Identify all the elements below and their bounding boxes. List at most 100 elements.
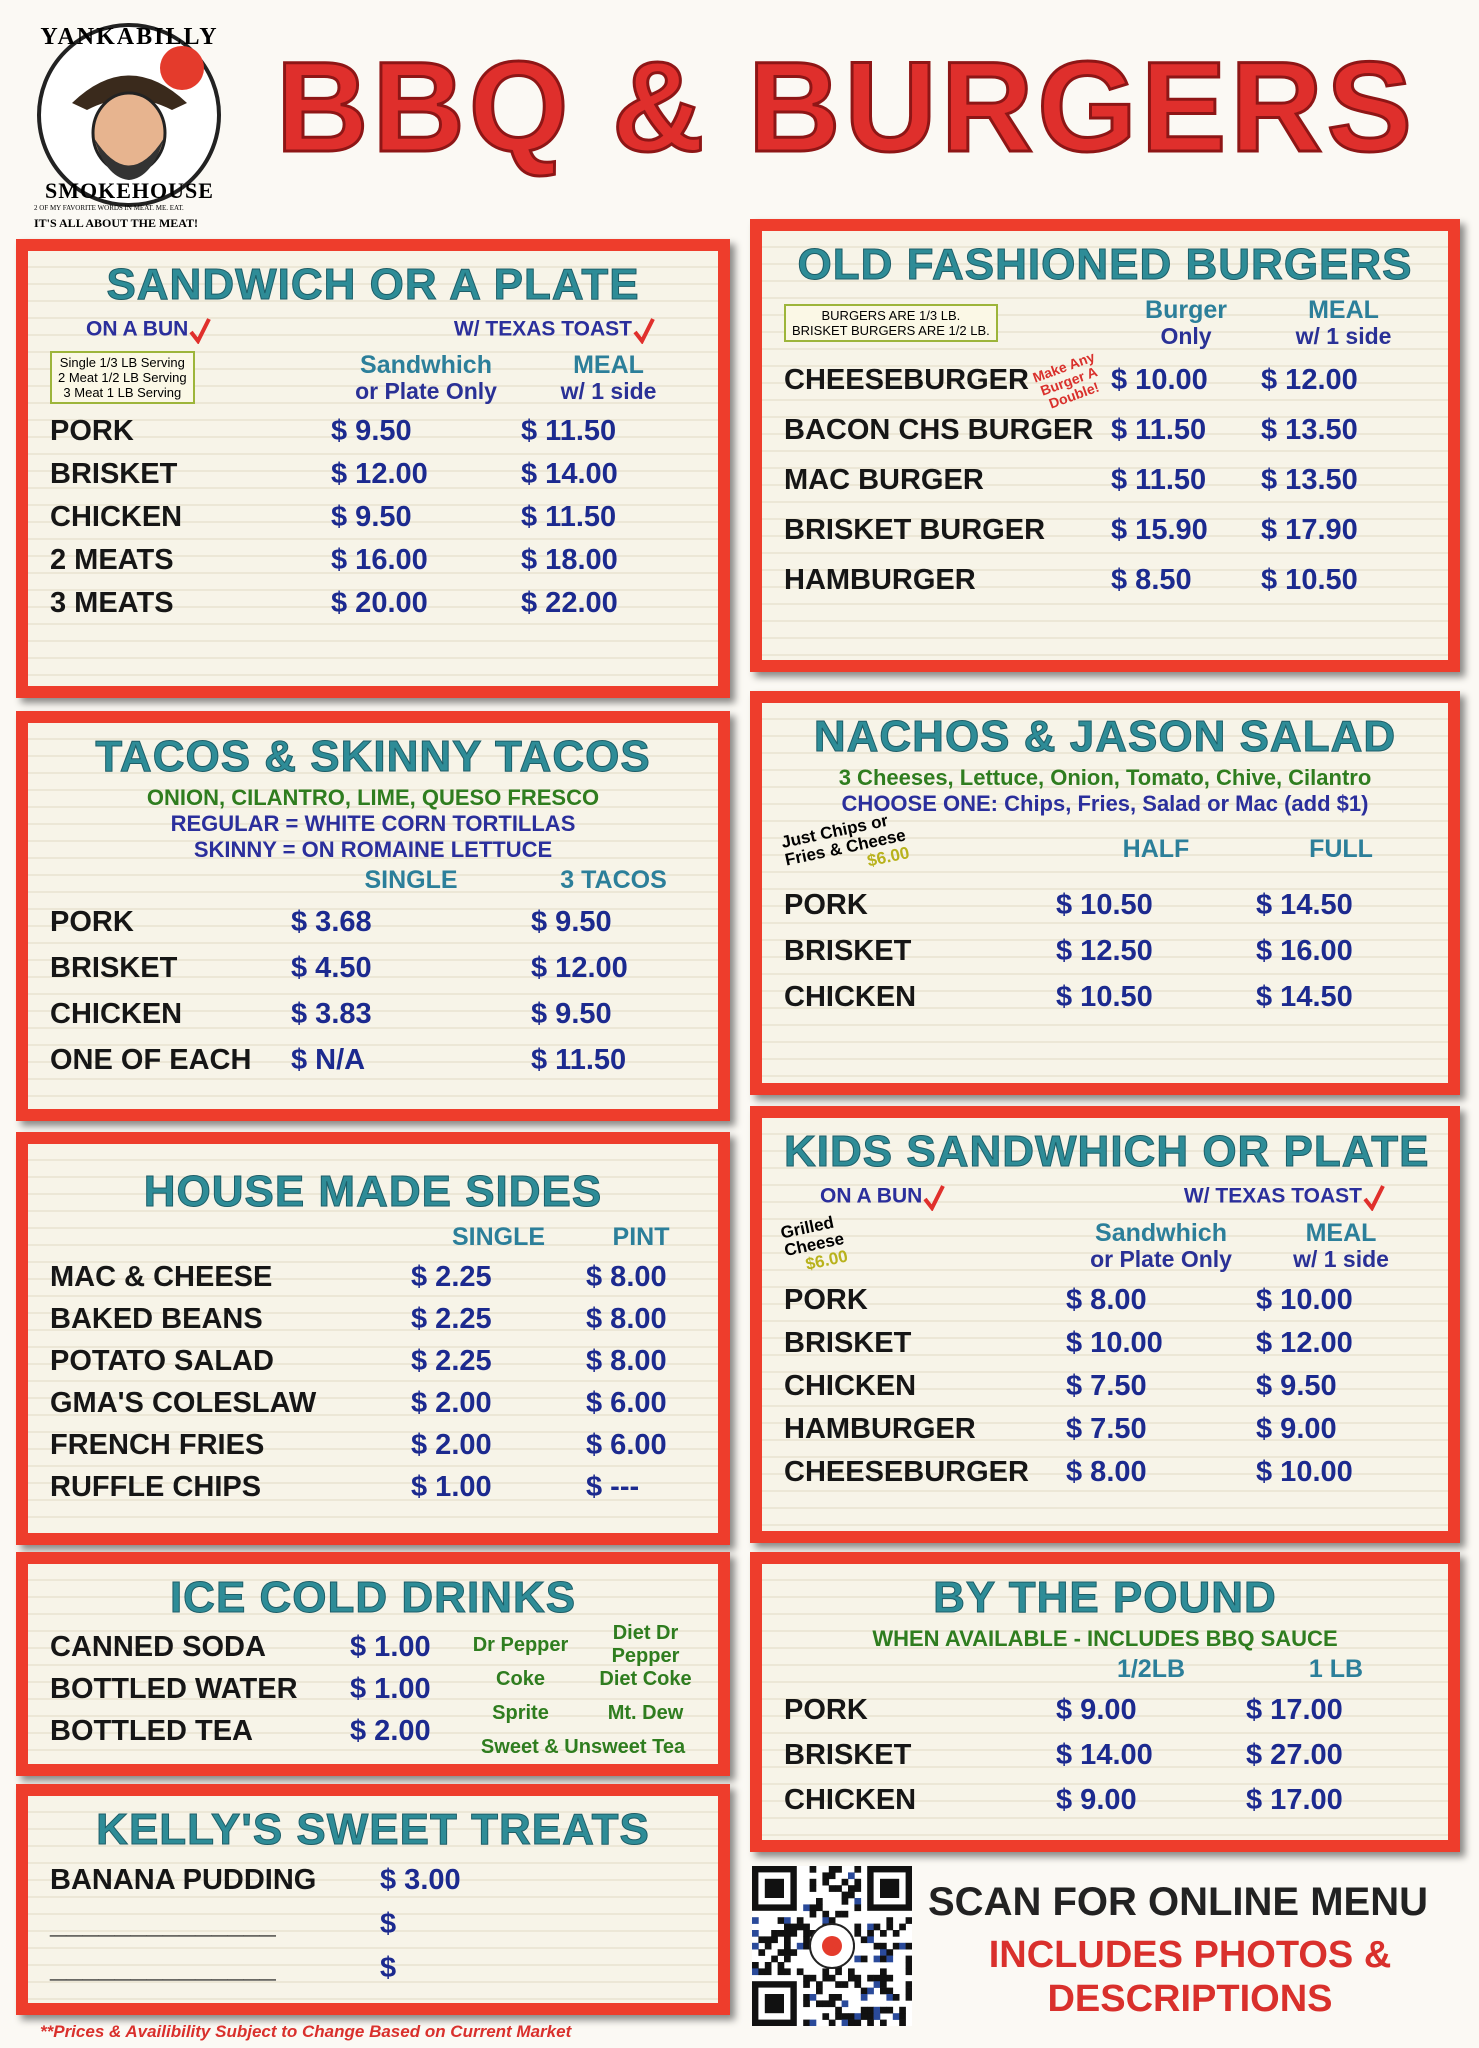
item-name: BRISKET — [50, 458, 178, 490]
note: Just Chips or Fries & Cheese $6.00 — [780, 809, 912, 887]
note-cell: Grilled Cheese $6.00 — [779, 1213, 1066, 1274]
qr-module — [803, 2000, 810, 2008]
section-title: TACOS & SKINNY TACOS — [95, 732, 651, 782]
note-cell: BURGERS ARE 1/3 LB. BRISKET BURGERS ARE 1… — [784, 304, 1111, 342]
subtitle: REGULAR = WHITE CORN TORTILLAS — [170, 811, 576, 836]
item-name: MAC BURGER — [784, 463, 984, 496]
item-price: $ 10.00 — [1256, 1456, 1353, 1488]
qr-module — [752, 1942, 759, 1950]
qr-module — [892, 1994, 900, 2001]
item-rows: PORK $ 3.68 $ 9.50 BRISKET $ 4.50 $ 12.00 CHIC… — [50, 899, 696, 1083]
item-rows: PORK $ 9.00 $ 17.00 BRISKET $ 14.00 $ 27.00 CH… — [784, 1688, 1426, 1823]
qr-module — [841, 2013, 849, 2020]
column-header: Burger Only — [1111, 297, 1261, 349]
flavor: Sweet & Unsweet Tea — [480, 1735, 686, 1758]
qr-module — [854, 1904, 862, 1912]
column-header-line: Only — [1160, 323, 1212, 349]
qr-module — [841, 2000, 849, 2008]
item-rows: PORK $ 8.00 $ 10.00 BRISKET $ 10.00 $ 12.00 CH… — [784, 1279, 1426, 1494]
qr-module — [777, 1930, 785, 1937]
qr-module — [777, 1962, 785, 1969]
item-price: $ 17.00 — [1246, 1694, 1343, 1726]
qr-module — [809, 2019, 817, 2026]
qr-module — [809, 1910, 817, 1918]
item-name: POTATO SALAD — [50, 1344, 274, 1377]
qr-module — [848, 1968, 855, 1976]
item-price: $ 3.00 — [380, 1863, 461, 1896]
item-price: $ 22.00 — [521, 587, 618, 619]
section-title: KELLY'S SWEET TREATS — [96, 1805, 650, 1855]
item-name: CHICKEN — [50, 997, 183, 1030]
qr-module — [828, 1885, 836, 1892]
item-price: $ — [380, 1907, 397, 1940]
qr-module — [886, 1917, 894, 1924]
qr-module — [835, 1994, 842, 2001]
qr-module — [796, 1917, 804, 1924]
column-header-line: Burger — [1145, 296, 1227, 324]
section-title: ICE COLD DRINKS — [169, 1573, 577, 1623]
qr-module — [816, 1898, 823, 1905]
qr-module — [784, 1968, 791, 1976]
item-price: $ 6.00 — [586, 1428, 667, 1461]
item-price: $ 9.50 — [531, 905, 612, 938]
qr-module — [764, 1962, 772, 1969]
menu-section: TACOS & SKINNY TACOS ONION, CILANTRO, LIM… — [16, 711, 730, 1121]
header-row: SINGLE PINT — [50, 1224, 696, 1250]
item-name: CHEESEBURGER — [784, 363, 1029, 396]
column-header: 3 TACOS — [531, 867, 696, 893]
logo-bottom-text: SMOKEHOUSE — [45, 178, 214, 203]
qr-includes-line: DESCRIPTIONS — [1047, 1978, 1333, 2020]
tag-wrap: ON A BUN — [820, 1183, 946, 1212]
item-price: $ 8.50 — [1111, 563, 1192, 596]
flavor: Diet Dr Pepper — [611, 1622, 680, 1667]
qr-module — [835, 2013, 842, 2020]
subtitle: SKINNY = ON ROMAINE LETTUCE — [193, 837, 553, 862]
qr-module — [867, 2013, 874, 2020]
note-cell: Single 1/3 LB Serving 2 Meat 1/2 LB Servi… — [50, 351, 331, 404]
item-rows: MAC & CHEESE $ 2.25 $ 8.00 BAKED BEANS $ 2.2… — [50, 1256, 696, 1508]
note-line: BRISKET BURGERS ARE 1/2 LB. — [792, 323, 990, 338]
qr-logo-dot — [822, 1936, 842, 1956]
item-name: BRISKET BURGER — [784, 513, 1046, 546]
qr-module — [854, 1898, 862, 1905]
item-name: PORK — [50, 905, 134, 938]
qr-module — [880, 1987, 887, 1995]
column-header-line: PINT — [612, 1223, 670, 1251]
qr-module — [803, 1936, 810, 1944]
item-price: $ 9.50 — [531, 997, 612, 1030]
qr-module — [809, 1974, 817, 1982]
flavor: Mt. Dew — [607, 1701, 684, 1724]
item-price: $ 9.00 — [1056, 1694, 1137, 1726]
item-name: BANANA PUDDING — [50, 1863, 317, 1896]
item-price: $ 7.50 — [1066, 1413, 1147, 1445]
tag: ON A BUN — [86, 317, 189, 341]
qr-module — [822, 1878, 830, 1886]
column-header-line: or Plate Only — [355, 377, 497, 404]
item-price: $ 14.00 — [1056, 1739, 1153, 1771]
subtitle: WHEN AVAILABLE - INCLUDES BBQ SAUCE — [872, 1626, 1338, 1651]
qr-module — [803, 1994, 810, 2001]
column-header-line: 1/2LB — [1116, 1655, 1186, 1683]
qr-module — [905, 1968, 912, 1976]
logo-tagline: IT'S ALL ABOUT THE MEAT! — [34, 216, 199, 230]
column-header-line: Sandwhich — [360, 350, 492, 379]
item-name: BACON CHS BURGER — [784, 413, 1094, 446]
item-price: $ 2.00 — [350, 1714, 431, 1747]
item-price: $ 12.50 — [1056, 934, 1153, 967]
note: BURGERS ARE 1/3 LB. BRISKET BURGERS ARE 1… — [784, 304, 998, 342]
qr-module — [841, 1898, 849, 1905]
column-header-line: SINGLE — [364, 866, 458, 894]
column-header-line: HALF — [1122, 834, 1190, 863]
item-name: PORK — [50, 415, 134, 447]
item-name: CHICKEN — [784, 980, 917, 1013]
qr-module — [867, 1930, 874, 1937]
menu-section: HOUSE MADE SIDES SINGLE PINT MAC & CHEESE $ … — [16, 1132, 730, 1545]
qr-module — [854, 1955, 862, 1963]
column-header-line: w/ 1 side — [560, 377, 657, 404]
qr-module — [892, 1942, 900, 1950]
qr-module — [784, 1923, 791, 1931]
qr-module — [758, 1949, 766, 1956]
qr-module — [905, 1942, 912, 1950]
flavor: Diet Coke — [599, 1667, 692, 1690]
